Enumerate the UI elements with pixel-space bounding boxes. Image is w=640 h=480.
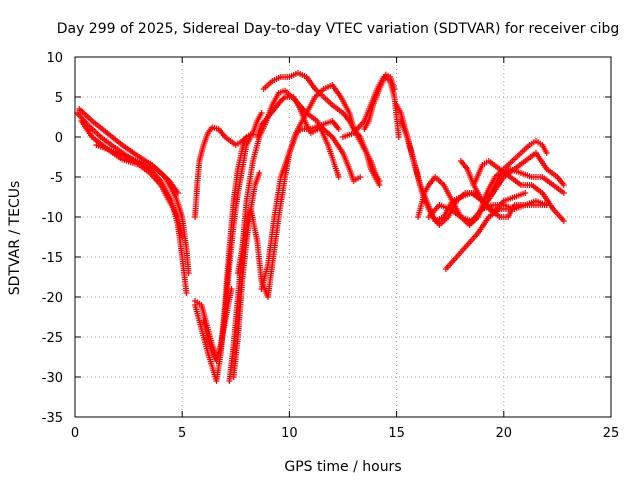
series-sat-5 xyxy=(192,124,256,220)
data-point-marker xyxy=(522,190,529,196)
x-tick-label: 20 xyxy=(496,426,513,441)
data-point-marker xyxy=(174,190,181,196)
data-marks xyxy=(74,70,567,384)
data-point-marker xyxy=(183,290,190,296)
y-tick-label: -20 xyxy=(42,291,63,306)
series-sat-12 xyxy=(254,94,364,184)
data-point-marker xyxy=(228,286,235,292)
x-tick-label: 5 xyxy=(178,426,186,441)
data-point-marker xyxy=(247,134,254,140)
chart-title: Day 299 of 2025, Sidereal Day-to-day VTE… xyxy=(57,21,620,37)
x-tick-label: 0 xyxy=(71,426,79,441)
y-tick-label: -25 xyxy=(42,331,63,346)
series-sat-14 xyxy=(260,70,383,184)
series-sat-13 xyxy=(258,82,383,292)
y-axis-label: SDTVAR / TECUs xyxy=(7,181,23,296)
data-point-marker xyxy=(335,126,342,132)
series-sat-22 xyxy=(457,158,567,204)
data-point-marker xyxy=(543,150,550,156)
x-axis-label: GPS time / hours xyxy=(284,459,401,475)
y-tick-label: -30 xyxy=(42,371,63,386)
data-point-marker xyxy=(185,270,192,276)
y-tick-label: 0 xyxy=(55,131,63,146)
data-point-marker xyxy=(560,218,567,224)
y-tick-label: -15 xyxy=(42,251,63,266)
series-sat-16 xyxy=(361,71,398,132)
x-tick-label: 10 xyxy=(281,426,298,441)
x-tick-label: 15 xyxy=(388,426,405,441)
data-point-marker xyxy=(391,86,398,92)
data-point-marker xyxy=(543,202,550,208)
data-point-marker xyxy=(179,234,186,240)
y-tick-label: -5 xyxy=(50,171,63,186)
x-tick-label: 25 xyxy=(603,426,620,441)
y-tick-label: 10 xyxy=(46,51,63,66)
y-tick-label: -35 xyxy=(42,411,63,426)
data-point-marker xyxy=(335,174,342,180)
data-point-marker xyxy=(395,134,402,140)
data-point-marker xyxy=(560,182,567,188)
data-point-marker xyxy=(256,170,263,176)
series-sat-24 xyxy=(466,202,550,228)
data-point-marker xyxy=(560,190,567,196)
data-point-marker xyxy=(357,174,364,180)
data-point-marker xyxy=(258,110,265,116)
series-sat-23 xyxy=(470,158,567,224)
data-point-marker xyxy=(376,178,383,184)
series-sat-8 xyxy=(200,286,235,364)
axis-ticks: 0 5 10 15 20 25 -35 -30 -25 -20 -15 -10 -5 0 5 10 xyxy=(42,51,620,441)
plot-frame xyxy=(74,56,612,418)
y-tick-label: -10 xyxy=(42,211,63,226)
y-tick-label: 5 xyxy=(55,91,63,106)
series-sat-4 xyxy=(93,142,181,196)
